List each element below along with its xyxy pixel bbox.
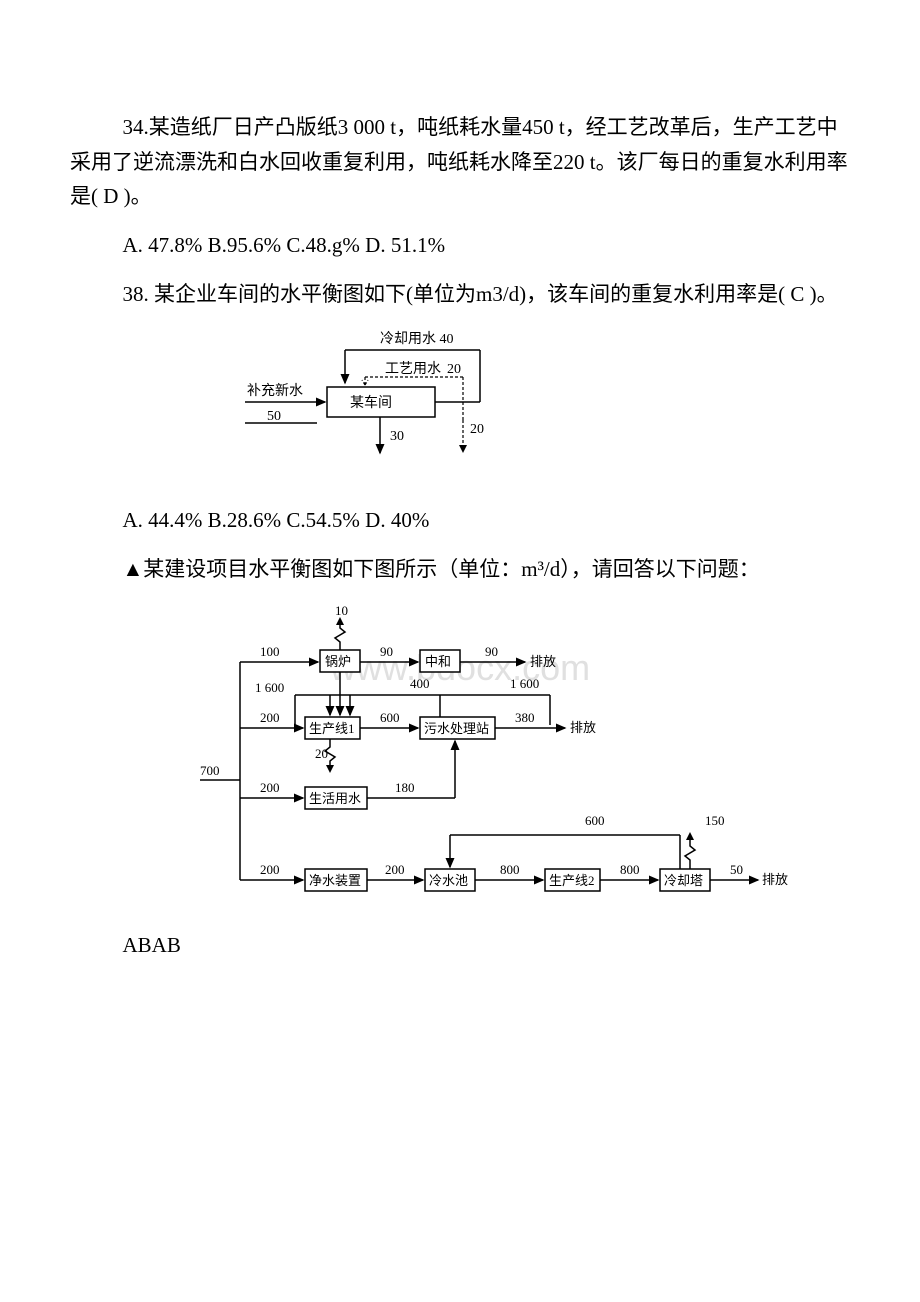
- d2-v90b: 90: [485, 644, 498, 659]
- d2-v800b: 800: [620, 862, 640, 877]
- d2-tower: 冷却塔: [664, 873, 703, 888]
- d2-v90a: 90: [380, 644, 393, 659]
- d2-v50: 50: [730, 862, 743, 877]
- d2-v150: 150: [705, 813, 725, 828]
- d1-v20a: 20: [447, 362, 461, 377]
- d2-v200d: 200: [385, 862, 405, 877]
- d2-boiler: 锅炉: [325, 654, 351, 669]
- d1-v20b: 20: [470, 422, 484, 437]
- diagram1-container: 冷却用水 40 工艺用水 20 某车间 补充新水 50 20 30: [70, 325, 850, 485]
- d2-domestic: 生活用水: [309, 791, 361, 806]
- d2-discharge1: 排放: [530, 654, 556, 669]
- diagram2-container: www.bdocx.com 700 100 锅炉 10 90 中和 90 排放 …: [70, 600, 850, 910]
- d1-cooling-label: 冷却用水 40: [380, 331, 454, 347]
- d2-line2: 生产线2: [549, 873, 595, 888]
- q38-text: 38. 某企业车间的水平衡图如下(单位为m3/d)，该车间的重复水利用率是( C…: [70, 277, 850, 312]
- q34-text: 34.某造纸厂日产凸版纸3 000 t，吨纸耗水量450 t，经工艺改革后，生产…: [70, 110, 850, 214]
- d2-discharge3: 排放: [762, 872, 788, 887]
- d2-v1600a: 1 600: [255, 680, 284, 695]
- d2-purify: 净水装置: [309, 873, 361, 888]
- d2-neutralize: 中和: [425, 654, 451, 669]
- project-title: ▲某建设项目水平衡图如下图所示（单位：m³/d），请回答以下问题：: [70, 552, 850, 587]
- q34-options: A. 47.8% B.95.6% C.48.g% D. 51.1%: [70, 228, 850, 263]
- d2-v20: 20: [315, 746, 328, 761]
- d1-workshop: 某车间: [350, 394, 392, 411]
- d1-fresh: 补充新水: [247, 383, 303, 399]
- d2-v200a: 200: [260, 710, 280, 725]
- d2-v380: 380: [515, 710, 535, 725]
- d1-v50: 50: [267, 409, 281, 424]
- answer-label: ABAB: [70, 928, 850, 963]
- diagram1-svg: 冷却用水 40 工艺用水 20 某车间 补充新水 50 20 30: [245, 325, 545, 485]
- d2-discharge2: 排放: [570, 720, 596, 735]
- d2-v400: 400: [410, 676, 430, 691]
- diagram2-svg: www.bdocx.com 700 100 锅炉 10 90 中和 90 排放 …: [200, 600, 820, 910]
- d2-v100: 100: [260, 644, 280, 659]
- d2-v600a: 600: [380, 710, 400, 725]
- d2-v200c: 200: [260, 862, 280, 877]
- d2-line1: 生产线1: [309, 721, 355, 736]
- d2-v700: 700: [200, 763, 220, 778]
- d2-sewage: 污水处理站: [424, 721, 489, 736]
- d2-v600b: 600: [585, 813, 605, 828]
- d2-v10: 10: [335, 603, 348, 618]
- q38-options: A. 44.4% B.28.6% C.54.5% D. 40%: [70, 503, 850, 538]
- d1-v30: 30: [390, 429, 404, 444]
- d1-process-label: 工艺用水: [385, 361, 441, 377]
- d2-v800a: 800: [500, 862, 520, 877]
- d2-coldpool: 冷水池: [429, 873, 468, 888]
- d2-v180: 180: [395, 780, 415, 795]
- d2-v200b: 200: [260, 780, 280, 795]
- d2-v1600b: 1 600: [510, 676, 539, 691]
